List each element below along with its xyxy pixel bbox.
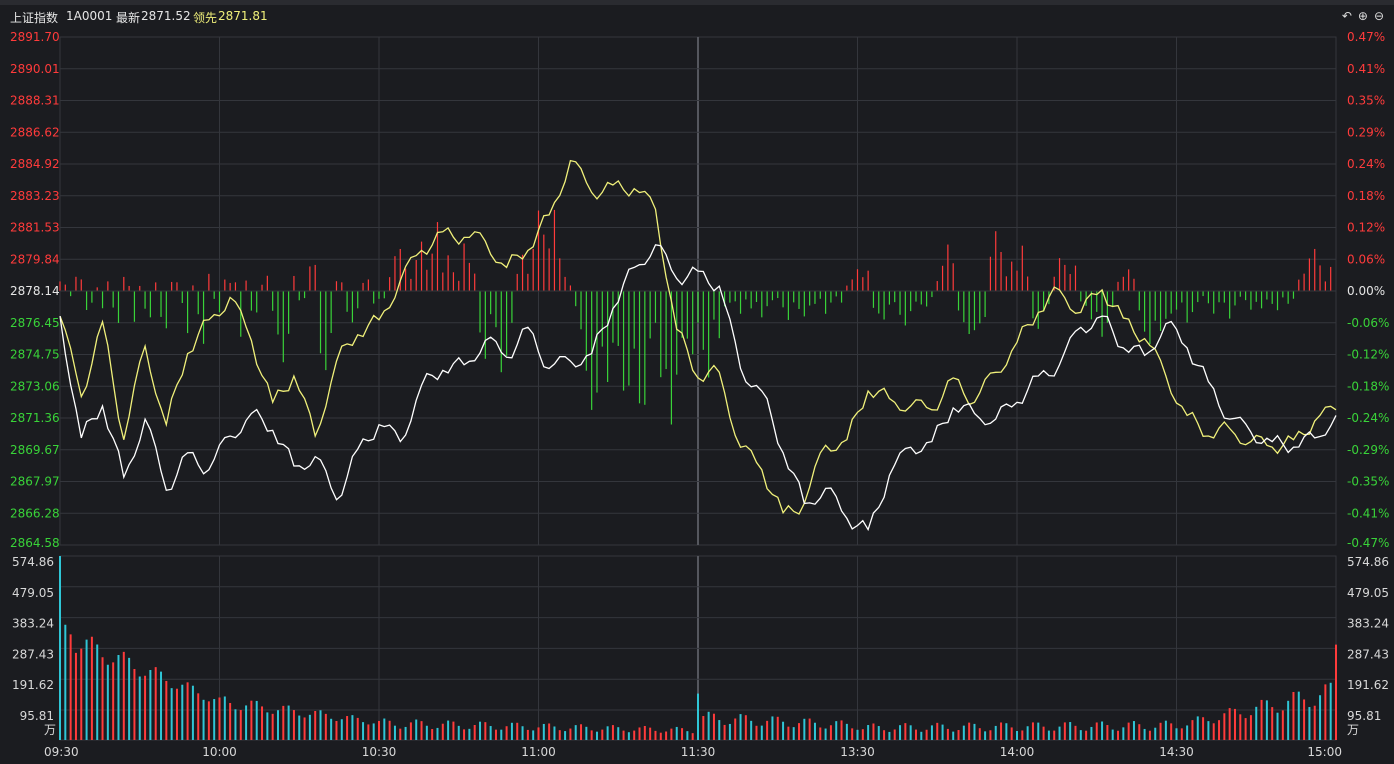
price-tick-label: 2884.92 bbox=[10, 157, 60, 171]
price-tick-label: 2866.28 bbox=[10, 506, 60, 520]
index-code: 1A0001 bbox=[66, 9, 113, 23]
volume-tick-label-right: 574.86 bbox=[1347, 555, 1389, 569]
x-tick-label: 15:00 bbox=[1307, 745, 1342, 759]
leading-value: 2871.81 bbox=[218, 9, 268, 23]
price-tick-label: 2876.45 bbox=[10, 316, 60, 330]
volume-unit-label-right: 万 bbox=[1347, 723, 1359, 737]
percent-tick-label: 0.12% bbox=[1347, 221, 1385, 235]
volume-tick-label: 383.24 bbox=[12, 617, 54, 631]
percent-tick-label: 0.35% bbox=[1347, 94, 1385, 108]
percent-tick-label: 0.18% bbox=[1347, 189, 1385, 203]
percent-tick-label: 0.06% bbox=[1347, 252, 1385, 266]
price-tick-label: 2871.36 bbox=[10, 411, 60, 425]
price-tick-label: 2878.14 bbox=[10, 284, 60, 298]
volume-unit-label: 万 bbox=[44, 723, 56, 737]
price-tick-label: 2867.97 bbox=[10, 475, 60, 489]
price-tick-label: 2891.70 bbox=[10, 30, 60, 44]
leading-line bbox=[59, 159, 1337, 515]
x-tick-label: 10:00 bbox=[202, 745, 237, 759]
volume-tick-label-right: 95.81 bbox=[1347, 709, 1381, 723]
percent-tick-label: 0.41% bbox=[1347, 62, 1385, 76]
volume-tick-label: 191.62 bbox=[12, 678, 54, 692]
percent-tick-label: -0.35% bbox=[1347, 475, 1389, 489]
volume-tick-label: 95.81 bbox=[20, 709, 54, 723]
price-tick-label: 2883.23 bbox=[10, 189, 60, 203]
volume-tick-label: 479.05 bbox=[12, 586, 54, 600]
leading-label: 领先 bbox=[193, 11, 218, 25]
percent-tick-label: -0.24% bbox=[1347, 411, 1389, 425]
price-line bbox=[59, 244, 1337, 532]
percent-tick-label: -0.06% bbox=[1347, 316, 1389, 330]
percent-tick-label: 0.00% bbox=[1347, 284, 1385, 298]
percent-tick-label: -0.12% bbox=[1347, 348, 1389, 362]
x-tick-label: 14:00 bbox=[1000, 745, 1035, 759]
x-tick-label: 10:30 bbox=[362, 745, 397, 759]
zoom-out-icon[interactable]: ⊖ bbox=[1373, 9, 1390, 23]
volume-tick-label-right: 383.24 bbox=[1347, 617, 1389, 631]
x-tick-label: 09:30 bbox=[44, 745, 79, 759]
price-tick-label: 2869.67 bbox=[10, 443, 60, 457]
top-toolbar-strip bbox=[0, 0, 1394, 5]
price-tick-label: 2890.01 bbox=[10, 62, 60, 76]
price-tick-label: 2886.62 bbox=[10, 125, 60, 139]
x-tick-label: 11:30 bbox=[681, 745, 716, 759]
x-tick-label: 14:30 bbox=[1159, 745, 1194, 759]
percent-tick-label: 0.29% bbox=[1347, 125, 1385, 139]
chart-header: 上证指数 1A0001 最新 2871.52 领先 2871.81 bbox=[0, 6, 1394, 26]
price-tick-label: 2879.84 bbox=[10, 252, 60, 266]
price-tick-label: 2864.58 bbox=[10, 536, 60, 550]
price-tick-label: 2881.53 bbox=[10, 221, 60, 235]
volume-tick-label-right: 191.62 bbox=[1347, 678, 1389, 692]
index-name: 上证指数 bbox=[10, 11, 59, 25]
percent-tick-label: -0.29% bbox=[1347, 443, 1389, 457]
undo-icon[interactable]: ↶ bbox=[1341, 9, 1358, 23]
price-tick-label: 2873.06 bbox=[10, 379, 60, 393]
latest-value: 2871.52 bbox=[141, 9, 191, 23]
price-tick-label: 2888.31 bbox=[10, 94, 60, 108]
chart-controls: ↶⊕⊖ bbox=[1342, 9, 1390, 23]
latest-label: 最新 bbox=[116, 11, 141, 25]
volume-tick-label: 574.86 bbox=[12, 555, 54, 569]
zoom-in-icon[interactable]: ⊕ bbox=[1357, 9, 1374, 23]
x-tick-label: 11:00 bbox=[521, 745, 556, 759]
percent-tick-label: -0.18% bbox=[1347, 379, 1389, 393]
percent-tick-label: 0.47% bbox=[1347, 30, 1385, 44]
x-tick-label: 13:30 bbox=[840, 745, 875, 759]
volume-tick-label: 287.43 bbox=[12, 647, 54, 661]
price-tick-label: 2874.75 bbox=[10, 348, 60, 362]
percent-tick-label: -0.47% bbox=[1347, 536, 1389, 550]
volume-tick-label-right: 287.43 bbox=[1347, 647, 1389, 661]
percent-tick-label: -0.41% bbox=[1347, 506, 1389, 520]
volume-tick-label-right: 479.05 bbox=[1347, 586, 1389, 600]
percent-tick-label: 0.24% bbox=[1347, 157, 1385, 171]
